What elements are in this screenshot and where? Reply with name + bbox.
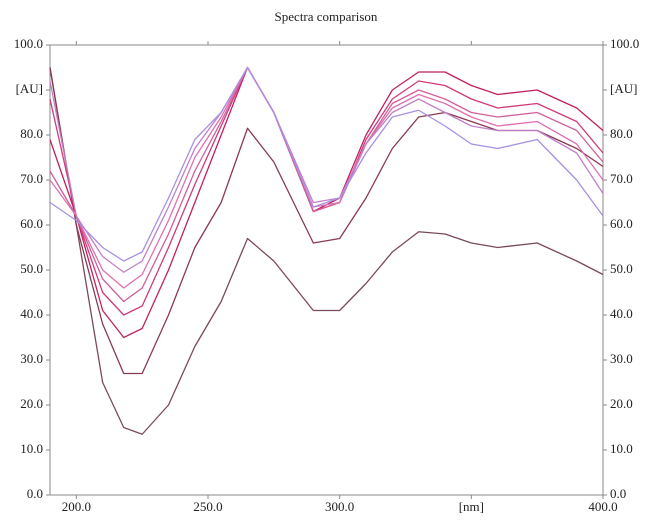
y-tick-label: 10.0 <box>20 441 43 456</box>
spectrum-line <box>49 66 604 303</box>
y-tick-label: 20.0 <box>20 396 43 411</box>
x-tick-label: 250.0 <box>193 499 222 514</box>
spectrum-line <box>49 67 604 435</box>
spectrum-line <box>49 66 604 316</box>
spectrum-line <box>49 66 604 289</box>
x-tick-label: 200.0 <box>62 499 91 514</box>
y-tick-label: 50.0 <box>20 261 43 276</box>
x-tick-label: 300.0 <box>325 499 354 514</box>
y2-tick-label: 100.0 <box>610 36 639 51</box>
chart-title: Spectra comparison <box>275 9 378 24</box>
x-tick-label: [nm] <box>459 499 484 514</box>
y-tick-label: 0.0 <box>27 486 43 501</box>
y2-tick-label: 20.0 <box>610 396 633 411</box>
y-tick-label: 70.0 <box>20 171 43 186</box>
y-tick-label: 80.0 <box>20 126 43 141</box>
x-tick-label: 400.0 <box>588 499 617 514</box>
y2-tick-label: 30.0 <box>610 351 633 366</box>
y-tick-label: 60.0 <box>20 216 43 231</box>
y2-tick-label: 10.0 <box>610 441 633 456</box>
y-tick-label: [AU] <box>16 81 43 96</box>
y2-tick-label: 70.0 <box>610 171 633 186</box>
y2-tick-label: 50.0 <box>610 261 633 276</box>
spectrum-line <box>49 66 604 273</box>
y2-tick-label: 60.0 <box>610 216 633 231</box>
y2-tick-label: [AU] <box>610 81 637 96</box>
y-tick-label: 100.0 <box>14 36 43 51</box>
y2-tick-label: 40.0 <box>610 306 633 321</box>
y2-tick-label: 0.0 <box>610 486 626 501</box>
y2-tick-label: 80.0 <box>610 126 633 141</box>
spectrum-line <box>49 67 604 375</box>
plot-frame <box>49 44 604 496</box>
spectrum-line <box>49 66 604 262</box>
y-tick-label: 40.0 <box>20 306 43 321</box>
y-tick-label: 30.0 <box>20 351 43 366</box>
